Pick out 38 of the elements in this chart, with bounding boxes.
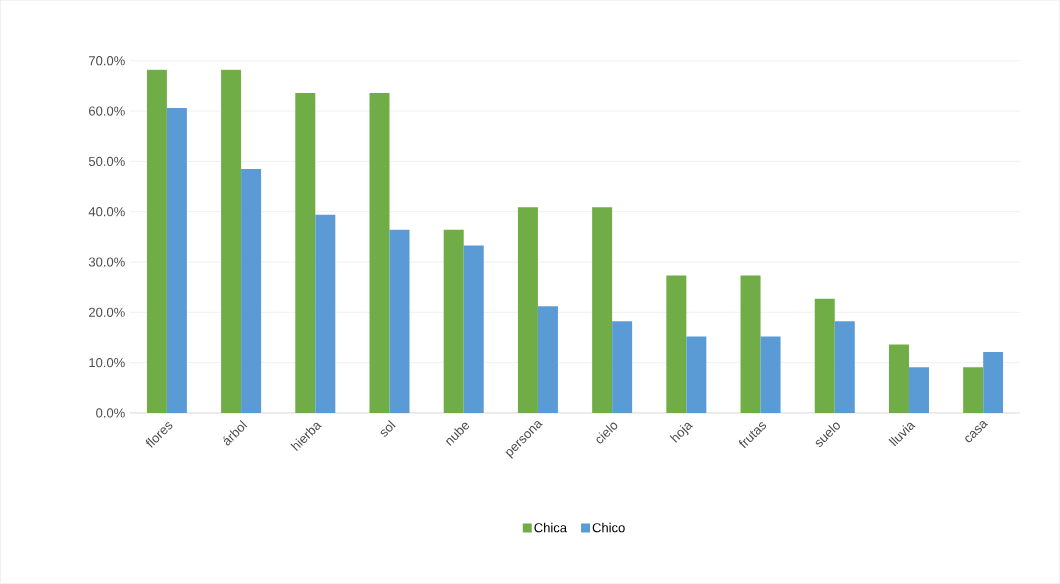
bar xyxy=(369,93,390,414)
bar xyxy=(146,69,167,414)
bar xyxy=(740,275,761,414)
y-tick-label: 60.0% xyxy=(89,106,125,116)
y-tick-label: 70.0% xyxy=(89,56,125,66)
x-tick-label: cielo xyxy=(596,422,618,444)
bar xyxy=(537,306,558,414)
bar xyxy=(241,169,262,414)
bar xyxy=(315,214,336,414)
bar xyxy=(814,298,835,414)
bar xyxy=(834,321,855,414)
bar xyxy=(295,93,316,414)
y-tick-label: 50.0% xyxy=(88,156,125,167)
bar xyxy=(443,229,464,414)
bar xyxy=(666,275,687,414)
bar xyxy=(592,207,613,414)
bar xyxy=(517,207,538,414)
bar xyxy=(686,336,707,414)
bar xyxy=(908,367,929,414)
y-tick-label: 0.0% xyxy=(96,408,125,418)
y-tick-label: 40.0% xyxy=(88,207,125,217)
bar xyxy=(983,352,1004,414)
legend-label: Chica xyxy=(534,522,568,533)
x-tick-label: sol xyxy=(380,420,396,437)
legend-label: Chico xyxy=(592,522,625,533)
bar xyxy=(612,321,633,414)
bar xyxy=(166,108,187,414)
y-tick-label: 20.0% xyxy=(89,307,125,318)
bar xyxy=(963,367,984,414)
bar xyxy=(463,245,484,414)
x-tick-label: casa xyxy=(965,421,989,443)
x-tick-label: hoja xyxy=(669,422,693,443)
y-tick-label: 10.0% xyxy=(89,358,125,368)
bar xyxy=(389,229,410,414)
bar xyxy=(760,336,781,414)
bar xyxy=(888,344,909,414)
bar xyxy=(221,69,242,414)
y-tick-label: 30.0% xyxy=(88,257,125,267)
